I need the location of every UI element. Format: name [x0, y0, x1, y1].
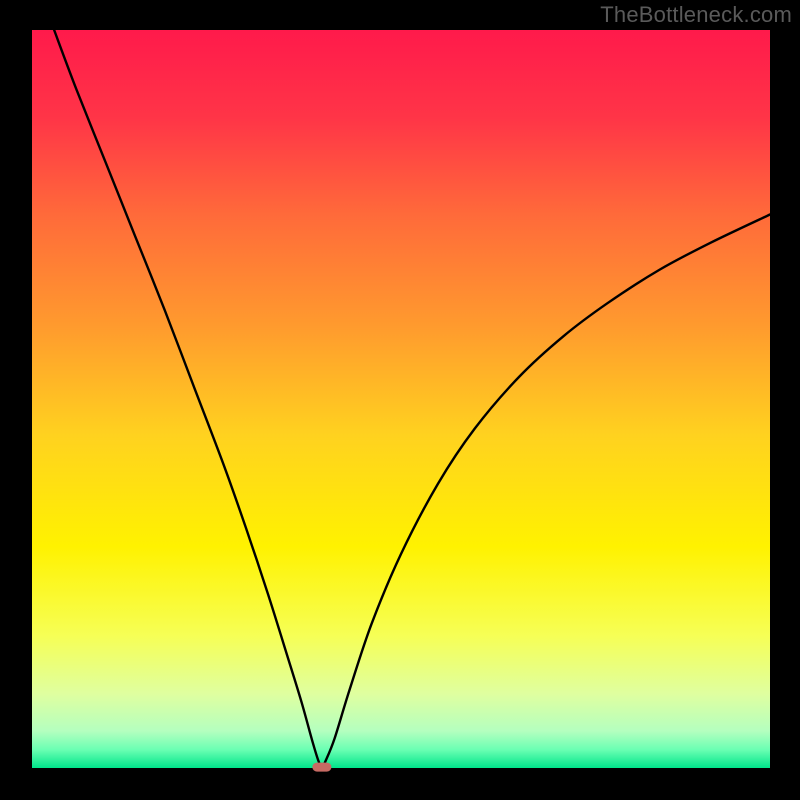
gradient-background	[32, 30, 770, 768]
optimum-marker	[312, 763, 331, 772]
plot-area	[32, 30, 770, 768]
watermark-text: TheBottleneck.com	[600, 2, 792, 28]
